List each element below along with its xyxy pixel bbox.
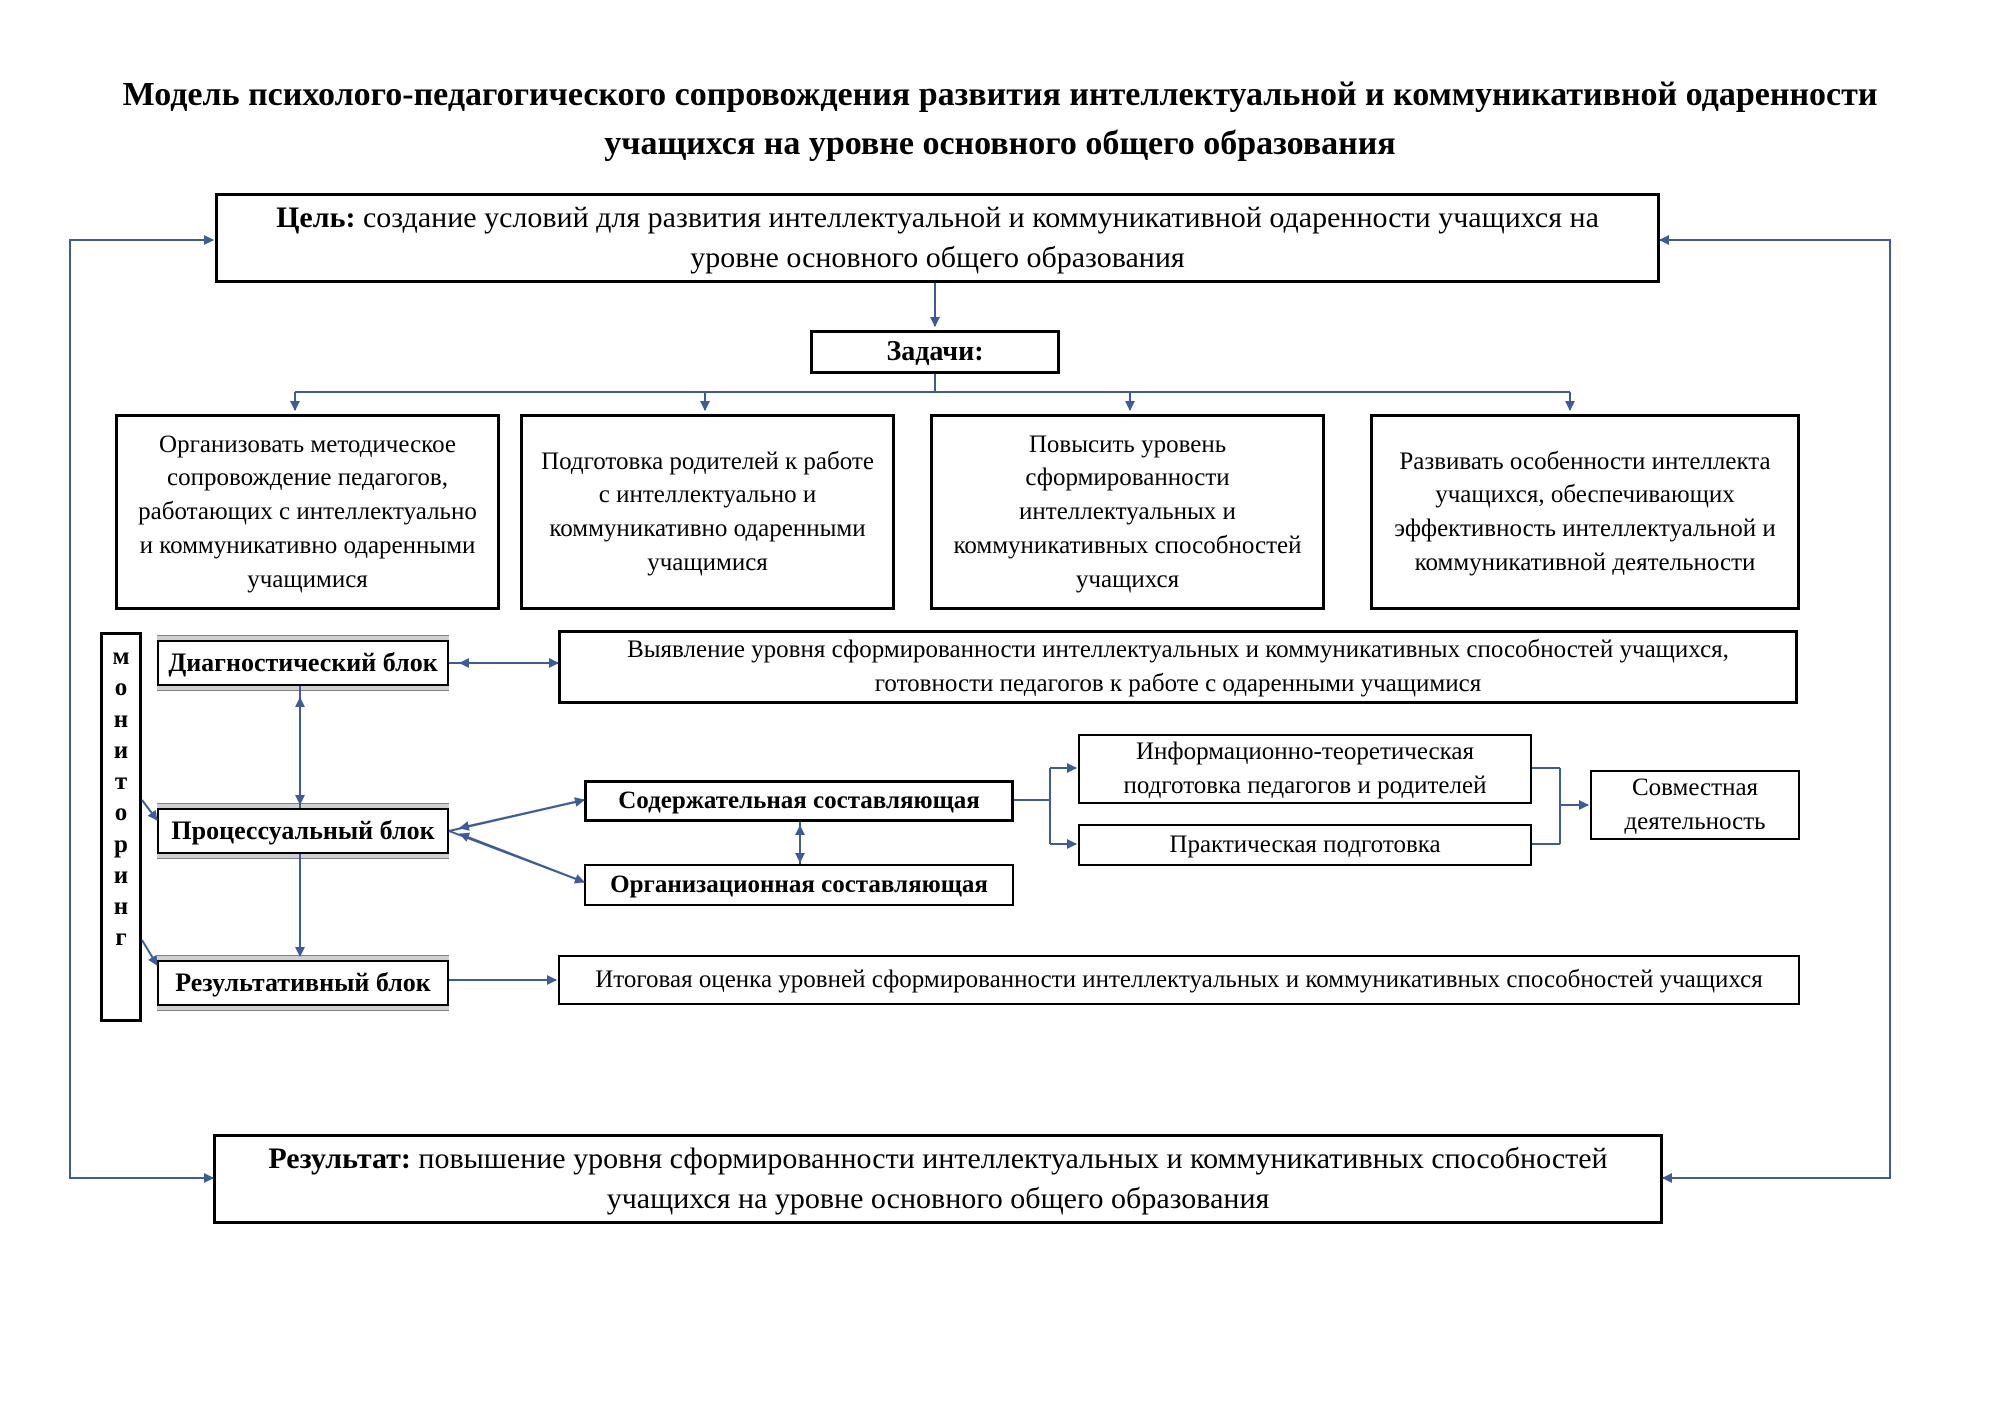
content-component-label: Содержательная составляющая <box>618 784 980 818</box>
info-prep: Информационно-теоретическая подготовка п… <box>1078 734 1532 804</box>
result-label: Результат: <box>268 1142 411 1175</box>
result-eval: Итоговая оценка уровней сформированности… <box>558 955 1800 1005</box>
joint-activity: Совместная деятельность <box>1590 770 1800 840</box>
process-block: Процессуальный блок <box>157 808 449 854</box>
goal-text: создание условий для развития интеллекту… <box>355 201 1598 275</box>
task-3: Повысить уровень сформированности интелл… <box>930 414 1325 610</box>
result-block: Результативный блок <box>157 960 449 1006</box>
tasks-label: Задачи: <box>886 333 983 371</box>
org-component-label: Организационная составляющая <box>610 868 988 902</box>
task-1: Организовать методическое сопровождение … <box>115 414 500 610</box>
org-component: Организационная составляющая <box>584 864 1014 906</box>
result-text: повышение уровня сформированности интелл… <box>411 1142 1608 1216</box>
diagnostic-block: Диагностический блок <box>157 640 449 686</box>
diagnostic-desc: Выявление уровня сформированности интелл… <box>558 630 1798 704</box>
goal-label: Цель: <box>276 201 355 234</box>
content-component: Содержательная составляющая <box>584 780 1014 822</box>
task-2: Подготовка родителей к работе с интеллек… <box>520 414 895 610</box>
final-result: Результат: повышение уровня сформированн… <box>213 1134 1663 1224</box>
task-4: Развивать особенности интеллекта учащихс… <box>1370 414 1800 610</box>
monitoring-label: мониторинг <box>100 632 142 1022</box>
main-title: Модель психолого-педагогического сопрово… <box>110 70 1890 169</box>
practical-prep: Практическая подготовка <box>1078 824 1532 866</box>
goal-box: Цель: создание условий для развития инте… <box>215 193 1660 283</box>
tasks-label-box: Задачи: <box>810 330 1060 374</box>
